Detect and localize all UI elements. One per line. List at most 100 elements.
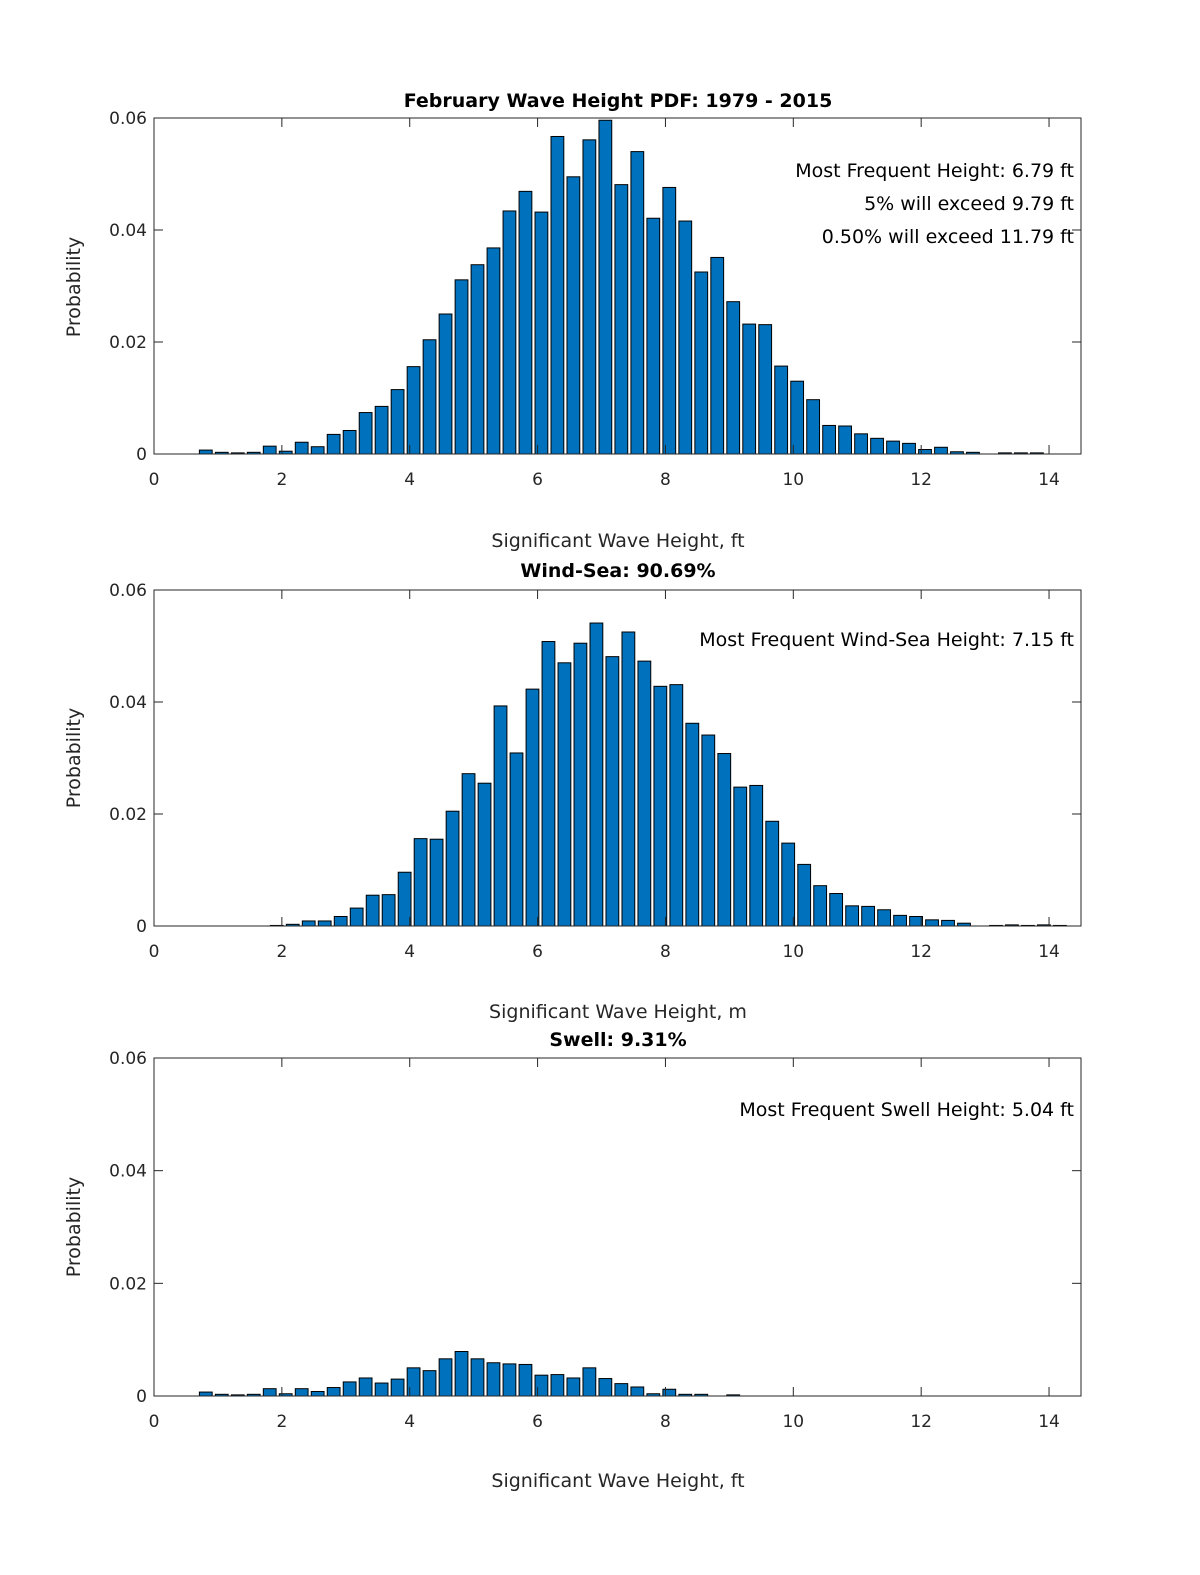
- x-tick-label: 12: [910, 470, 932, 490]
- axes-box: [153, 117, 1082, 455]
- x-tick-label: 8: [660, 1412, 671, 1432]
- bar: [598, 1378, 613, 1397]
- chart-title: February Wave Height PDF: 1979 - 2015: [404, 90, 833, 112]
- bar: [397, 871, 412, 927]
- x-tick-label: 4: [404, 1412, 415, 1432]
- bar: [925, 919, 939, 927]
- annotation-most-frequent: Most Frequent Height: 6.79 ft: [795, 160, 1074, 182]
- bar: [694, 271, 709, 455]
- bar: [294, 1388, 309, 1397]
- x-tick-label: 0: [149, 1412, 160, 1432]
- bar: [509, 752, 524, 927]
- bar: [646, 217, 661, 455]
- y-axis-label: Probability: [63, 708, 85, 808]
- x-tick-label: 8: [660, 470, 671, 490]
- y-tick-label: 0.04: [109, 221, 147, 241]
- y-tick-label: 0.04: [109, 1162, 147, 1182]
- bar: [525, 688, 540, 927]
- bar: [374, 1382, 389, 1397]
- panel-total: February Wave Height PDF: 1979 - 2015 Pr…: [63, 90, 1082, 552]
- bar: [534, 1374, 549, 1397]
- y-tick-label: 0: [136, 917, 147, 937]
- bar: [717, 753, 732, 927]
- bar: [886, 440, 900, 455]
- bar: [198, 1391, 213, 1397]
- bar: [845, 905, 860, 927]
- bar: [854, 433, 868, 455]
- bar-series: [198, 1351, 741, 1397]
- bar: [934, 446, 948, 455]
- bar: [349, 907, 364, 927]
- bar: [310, 446, 325, 455]
- x-tick-label: 10: [782, 470, 804, 490]
- bar: [486, 247, 501, 455]
- bar: [381, 894, 396, 927]
- x-tick-label: 6: [532, 470, 543, 490]
- bar: [502, 210, 517, 455]
- bar-series: [269, 622, 1067, 927]
- bar: [470, 264, 485, 455]
- bar: [310, 1390, 325, 1397]
- x-tick-label: 12: [910, 1412, 932, 1432]
- annotation-5pct-exceed: 5% will exceed 9.79 ft: [864, 193, 1074, 215]
- bar: [374, 405, 389, 455]
- y-tick-label: 0.02: [109, 333, 147, 353]
- x-tick-label: 10: [782, 1412, 804, 1432]
- axis-ticks: 0 2 4 6 8 10 12 14 0 0.02 0.04 0.06: [109, 581, 1081, 962]
- axis-ticks: 0 2 4 6 8 10 12 14 0 0.02 0.04 0.06: [109, 109, 1081, 490]
- bar: [550, 135, 565, 455]
- bar: [909, 915, 923, 927]
- bar: [582, 139, 597, 455]
- bar: [662, 186, 677, 455]
- bar: [550, 1374, 565, 1397]
- bar: [701, 734, 716, 927]
- bar: [582, 1367, 597, 1397]
- bar: [470, 1358, 485, 1397]
- bar: [502, 1363, 517, 1397]
- x-tick-label: 14: [1038, 470, 1060, 490]
- y-tick-label: 0.06: [109, 1049, 147, 1069]
- y-axis-label: Probability: [63, 237, 85, 337]
- bar: [557, 662, 572, 927]
- bar: [918, 449, 932, 455]
- y-tick-label: 0: [136, 1387, 147, 1407]
- bar: [326, 1387, 341, 1397]
- x-tick-label: 2: [276, 942, 287, 962]
- bar: [461, 773, 476, 927]
- bar: [390, 1378, 405, 1397]
- chart-title: Wind-Sea: 90.69%: [520, 560, 715, 582]
- bar: [902, 442, 916, 455]
- bar: [486, 1362, 501, 1397]
- bar: [342, 1381, 357, 1397]
- bar: [454, 1351, 469, 1397]
- bar: [390, 389, 405, 455]
- bar: [765, 820, 780, 927]
- bar: [573, 642, 588, 927]
- bar: [605, 656, 620, 927]
- bar: [477, 782, 492, 927]
- bar: [589, 622, 604, 927]
- x-tick-label: 12: [910, 942, 932, 962]
- x-tick-label: 0: [149, 942, 160, 962]
- bar: [262, 445, 277, 455]
- bar: [333, 915, 348, 927]
- x-tick-label: 14: [1038, 1412, 1060, 1432]
- y-axis-label: Probability: [63, 1177, 85, 1277]
- bar: [614, 1383, 629, 1397]
- bar: [870, 437, 884, 455]
- annotation-0.5pct-exceed: 0.50% will exceed 11.79 ft: [822, 226, 1074, 248]
- bar: [861, 905, 876, 927]
- bar: [454, 279, 469, 455]
- x-tick-label: 2: [276, 470, 287, 490]
- bar: [630, 1386, 645, 1397]
- bar: [422, 1370, 437, 1397]
- bar: [614, 184, 629, 455]
- bar: [685, 722, 700, 927]
- x-tick-label: 8: [660, 942, 671, 962]
- bar: [669, 684, 684, 927]
- bar: [941, 919, 955, 927]
- bar: [326, 433, 341, 455]
- bar: [198, 449, 213, 455]
- bar: [749, 784, 764, 927]
